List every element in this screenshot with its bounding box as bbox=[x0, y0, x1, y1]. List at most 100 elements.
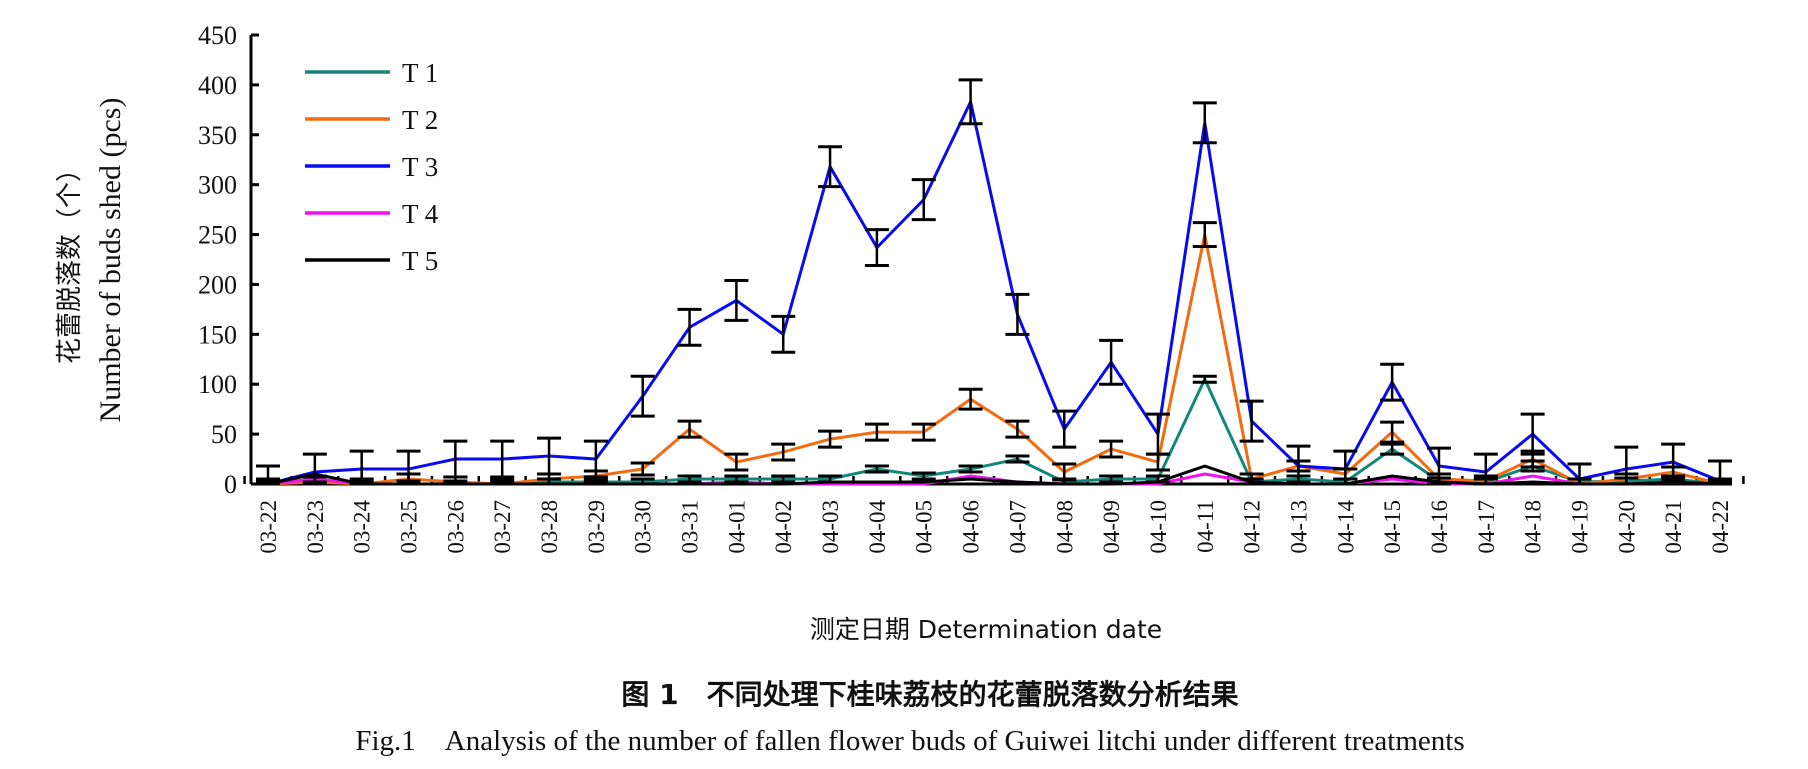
y-tick-label: 0 bbox=[224, 470, 237, 499]
error-bar bbox=[1380, 362, 1405, 402]
x-tick-label: 04-19 bbox=[1567, 500, 1592, 554]
y-tick-label: 100 bbox=[198, 370, 237, 399]
legend-item: T 4 bbox=[305, 199, 439, 229]
error-bar bbox=[537, 436, 562, 476]
figure-title-cn: 图 1 不同处理下桂味荔枝的花蕾脱落数分析结果 bbox=[621, 678, 1238, 711]
y-tick-label: 450 bbox=[198, 21, 237, 50]
x-tick-label: 03-29 bbox=[584, 500, 609, 554]
error-bar bbox=[256, 464, 280, 486]
series-line-t2 bbox=[267, 234, 1721, 486]
legend-label: T 4 bbox=[402, 199, 439, 229]
error-bar bbox=[1052, 409, 1077, 449]
error-bar bbox=[771, 442, 796, 462]
error-bar bbox=[677, 474, 702, 484]
error-bar bbox=[771, 474, 796, 484]
y-tick-labels: 0 50 100 150 200 250 300 350 400 450 bbox=[198, 21, 237, 499]
error-bar bbox=[1052, 462, 1077, 482]
legend-item: T 3 bbox=[305, 152, 438, 182]
error-bar bbox=[677, 419, 702, 439]
y-tick-label: 350 bbox=[198, 121, 237, 150]
series-line-t3 bbox=[267, 97, 1721, 486]
error-bar bbox=[1099, 474, 1124, 484]
series-lines bbox=[267, 97, 1721, 486]
error-bar bbox=[630, 477, 655, 486]
error-bar bbox=[1145, 474, 1170, 484]
y-axis-label-en: Number of buds shed (pcs) bbox=[94, 98, 127, 423]
legend-label: T 2 bbox=[402, 105, 438, 135]
error-bar bbox=[818, 474, 843, 484]
error-bar bbox=[911, 422, 936, 442]
error-bar bbox=[302, 452, 327, 486]
y-tick-label: 50 bbox=[211, 420, 237, 449]
x-tick-label: 04-17 bbox=[1474, 500, 1499, 554]
x-tick-label: 04-12 bbox=[1240, 500, 1265, 554]
x-tick-label: 04-03 bbox=[818, 500, 843, 554]
y-tick-label: 200 bbox=[198, 270, 237, 299]
error-bar bbox=[1380, 442, 1405, 456]
error-bar bbox=[1099, 338, 1124, 386]
error-bar bbox=[1426, 446, 1451, 486]
x-tick-label: 03-25 bbox=[397, 500, 422, 554]
error-bar bbox=[1005, 454, 1030, 464]
error-bar bbox=[958, 464, 983, 474]
error-bar bbox=[818, 429, 843, 449]
x-tick-label: 03-23 bbox=[303, 500, 328, 554]
axes bbox=[243, 33, 1745, 486]
x-tick-label: 03-31 bbox=[678, 500, 703, 554]
error-bar bbox=[1473, 452, 1498, 486]
legend-item: T 2 bbox=[305, 105, 438, 135]
error-bar bbox=[1192, 374, 1217, 384]
x-tick-label: 04-21 bbox=[1661, 500, 1686, 554]
legend-label: T 1 bbox=[402, 58, 438, 88]
legend-label: T 5 bbox=[402, 246, 438, 276]
x-tick-label: 04-07 bbox=[1005, 500, 1030, 554]
x-tick-label: 04-14 bbox=[1333, 500, 1358, 554]
y-tick-label: 150 bbox=[198, 320, 237, 349]
error-bar bbox=[1286, 444, 1311, 486]
y-tick-label: 400 bbox=[198, 71, 237, 100]
error-bar bbox=[1145, 412, 1170, 456]
y-tick-label: 250 bbox=[198, 221, 237, 250]
error-bar bbox=[1708, 459, 1732, 486]
error-bar bbox=[1520, 412, 1545, 456]
x-tick-label: 04-05 bbox=[912, 500, 937, 554]
x-tick-label: 04-13 bbox=[1286, 500, 1311, 554]
x-tick-label: 04-10 bbox=[1146, 500, 1171, 554]
error-bar bbox=[1567, 462, 1592, 486]
x-tick-label: 04-06 bbox=[959, 500, 984, 554]
error-bar bbox=[490, 477, 515, 486]
error-bars bbox=[256, 78, 1732, 486]
x-tick-label: 03-22 bbox=[256, 500, 281, 554]
legend-item: T 5 bbox=[305, 246, 438, 276]
error-bar bbox=[724, 278, 749, 322]
error-bar bbox=[396, 449, 421, 486]
x-tick-label: 03-26 bbox=[443, 500, 468, 554]
error-bar bbox=[771, 314, 796, 354]
x-tick-label: 04-18 bbox=[1521, 500, 1546, 554]
series-line-t1 bbox=[267, 375, 1721, 486]
x-tick-label: 04-16 bbox=[1427, 500, 1452, 554]
x-tick-label: 04-02 bbox=[771, 500, 796, 554]
error-bar bbox=[1333, 449, 1358, 486]
x-tick-label: 04-08 bbox=[1052, 500, 1077, 554]
x-tick-label: 04-09 bbox=[1099, 500, 1124, 554]
error-bar bbox=[1239, 399, 1264, 443]
x-axis-label: 测定日期 Determination date bbox=[810, 615, 1162, 644]
error-bar bbox=[724, 452, 749, 472]
error-bar bbox=[864, 228, 889, 267]
error-bar bbox=[443, 439, 468, 479]
error-bar bbox=[677, 307, 702, 347]
x-tick-label: 04-04 bbox=[865, 500, 890, 554]
error-bar bbox=[630, 374, 655, 418]
x-tick-label: 03-27 bbox=[490, 500, 515, 554]
error-bar bbox=[490, 439, 515, 479]
error-bar bbox=[864, 422, 889, 442]
x-tick-label: 03-30 bbox=[631, 500, 656, 554]
x-tick-label: 04-15 bbox=[1380, 500, 1405, 554]
error-bar bbox=[349, 449, 374, 486]
error-bar bbox=[958, 78, 983, 126]
x-tick-label: 03-24 bbox=[350, 500, 375, 554]
error-bar bbox=[1005, 419, 1030, 439]
figure-title-en: Fig.1 Analysis of the number of fallen f… bbox=[355, 725, 1464, 757]
